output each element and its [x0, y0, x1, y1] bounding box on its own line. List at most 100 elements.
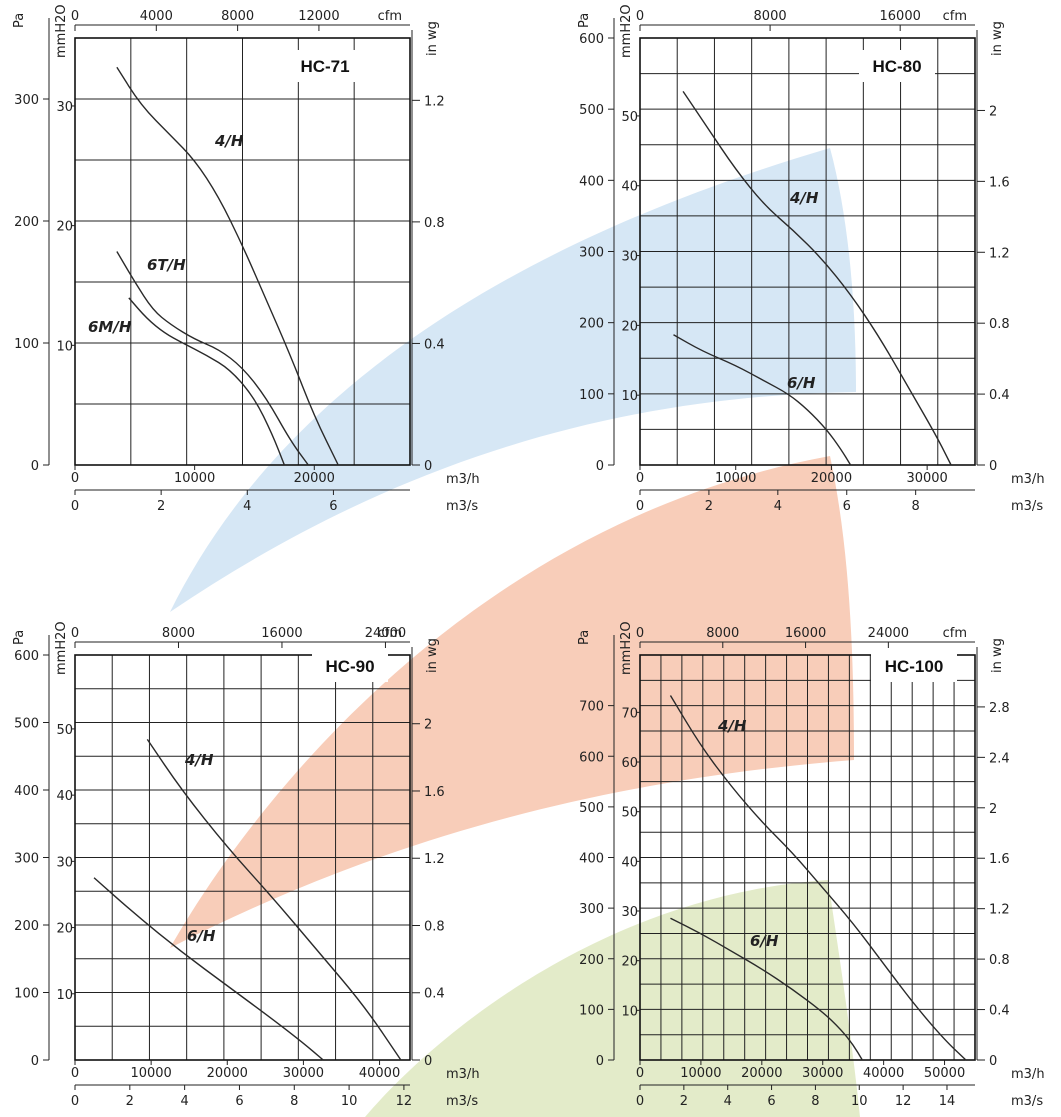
pa-axis: 0 100 200 300 400 500 600 Pa [12, 630, 50, 1069]
mm-tick-label: 60 [621, 756, 638, 771]
series-line-4-h [669, 695, 967, 1061]
chart-title: HC-90 [325, 657, 374, 676]
cfm-tick-label: 24000 [365, 626, 406, 641]
m3s-tick-label: 12 [396, 1094, 413, 1109]
m3h-tick-label: 10000 [715, 471, 756, 486]
pa-tick-label: 100 [579, 1003, 604, 1018]
m3h-tick-label: 0 [636, 1066, 644, 1081]
pa-tick-label: 600 [579, 32, 604, 47]
series-label: 4/H [717, 717, 747, 735]
mm-tick-label: 40 [621, 180, 638, 195]
mm-tick-label: 30 [621, 250, 638, 265]
m3s-tick-label: 2 [126, 1094, 134, 1109]
inwg-tick-label: 0.4 [989, 1004, 1010, 1019]
inwg-unit-label: in wg [425, 638, 440, 673]
mm-tick-label: 50 [621, 110, 638, 125]
inwg-tick-label: 0.4 [424, 337, 445, 352]
red-performance-band [170, 456, 854, 948]
series-label: 6T/H [147, 256, 186, 274]
cfm-tick-label: 0 [71, 626, 79, 641]
inwg-tick-label: 0 [989, 459, 997, 474]
inwg-tick-label: 1.2 [424, 852, 445, 867]
curves: 4/H 6/H [93, 738, 402, 1061]
m3s-tick-label: 14 [939, 1094, 956, 1109]
green-performance-band [365, 880, 860, 1117]
curves: 4/H 6T/H 6M/H [88, 66, 339, 466]
pa-tick-label: 200 [579, 953, 604, 968]
m3s-tick-label: 2 [705, 499, 713, 514]
pa-tick-label: 700 [579, 700, 604, 715]
inwg-tick-label: 1.2 [989, 246, 1010, 261]
cfm-unit-label: cfm [378, 9, 402, 24]
cfm-axis: 0 4000 8000 12000 cfm [71, 9, 410, 31]
curves: 4/H 6/H [673, 90, 952, 466]
m3s-tick-label: 8 [811, 1094, 819, 1109]
mmh2o-axis: 10 20 30 40 50 mmH2O [619, 4, 640, 404]
m3s-tick-label: 4 [243, 499, 251, 514]
inwg-tick-label: 2.4 [989, 751, 1010, 766]
pa-unit-label: Pa [577, 630, 592, 645]
cfm-tick-label: 0 [636, 626, 644, 641]
m3s-tick-label: 2 [157, 499, 165, 514]
mmh2o-axis: 10 20 30 mmH2O [54, 4, 75, 354]
m3s-axis: 0 2 4 6 m3/s [71, 489, 478, 514]
series-label: 6/H [750, 932, 779, 950]
m3h-unit-label: m3/h [446, 472, 480, 487]
m3h-axis: 0 10000 20000 m3/h [71, 465, 480, 487]
background-bands [170, 148, 860, 1117]
charts-layer: HC-710100200300Pa102030mmH2O00.40.81.2in… [12, 4, 1045, 1109]
m3s-unit-label: m3/s [1011, 1094, 1043, 1109]
plot-frame [639, 654, 976, 1061]
cfm-tick-label: 12000 [298, 9, 339, 24]
title-backdrop [312, 650, 388, 682]
curves: 4/H 6/H [669, 695, 967, 1061]
m3h-unit-label: m3/h [1011, 1067, 1045, 1082]
chart-title-box: HC-80 [859, 50, 935, 82]
pa-tick-label: 600 [14, 649, 39, 664]
series-label: 4/H [184, 751, 214, 769]
m3h-tick-label: 30000 [283, 1066, 324, 1081]
chart-title-box: HC-71 [287, 50, 363, 82]
series-label: 4/H [789, 189, 819, 207]
cfm-tick-label: 24000 [868, 626, 909, 641]
pa-unit-label: Pa [577, 13, 592, 28]
series-label: 6/H [787, 374, 816, 392]
pa-tick-label: 600 [579, 750, 604, 765]
chart-title: HC-71 [300, 57, 349, 76]
inwg-tick-label: 1.2 [989, 903, 1010, 918]
pa-tick-label: 300 [579, 902, 604, 917]
mm-tick-label: 20 [621, 955, 638, 970]
m3h-axis: 0 10000 20000 30000 40000 50000 m3/h [636, 1060, 1045, 1082]
m3s-unit-label: m3/s [1011, 499, 1043, 514]
cfm-tick-label: 8000 [221, 9, 254, 24]
series-line-6-h [93, 877, 324, 1061]
mmh2o-unit-label: mmH2O [619, 621, 634, 675]
inwg-axis: 0 0.4 0.8 1.2 1.6 2 in wg [411, 638, 445, 1069]
title-backdrop [871, 650, 957, 682]
m3s-tick-label: 6 [235, 1094, 243, 1109]
plot-frame [74, 654, 411, 1061]
pa-tick-label: 500 [14, 717, 39, 732]
m3h-tick-label: 30000 [802, 1066, 843, 1081]
grid [640, 38, 975, 465]
m3h-tick-label: 20000 [741, 1066, 782, 1081]
series-line-4-h [116, 66, 339, 466]
m3s-axis: 0 2 4 6 8 m3/s [636, 489, 1043, 514]
inwg-tick-label: 2.8 [989, 701, 1010, 716]
cfm-tick-label: 16000 [261, 626, 302, 641]
series-line-6m-h [128, 297, 286, 466]
inwg-tick-label: 0.8 [424, 216, 445, 231]
pa-tick-label: 400 [14, 784, 39, 799]
blue-performance-band [170, 148, 856, 612]
m3s-tick-label: 6 [329, 499, 337, 514]
m3h-tick-label: 20000 [294, 471, 335, 486]
m3h-unit-label: m3/h [1011, 472, 1045, 487]
pa-axis: 0 100 200 300 Pa [12, 13, 50, 474]
chart-title: HC-80 [872, 57, 921, 76]
inwg-tick-label: 1.6 [424, 785, 445, 800]
pa-tick-label: 0 [31, 1054, 39, 1069]
series-label: 6M/H [88, 318, 132, 336]
m3s-axis: 0 2 4 6 8 10 12 m3/s [71, 1084, 478, 1109]
m3h-unit-label: m3/h [446, 1067, 480, 1082]
title-backdrop [287, 50, 363, 82]
